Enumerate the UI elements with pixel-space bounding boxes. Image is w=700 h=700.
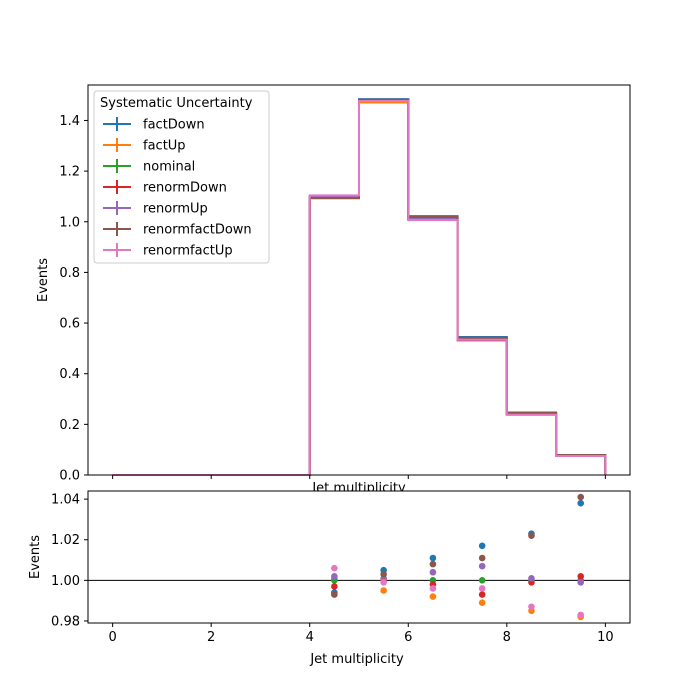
ratio-point-factUp	[478, 599, 486, 606]
ratio-point-renormfactUp	[380, 579, 387, 586]
histogram-axes-frame	[87, 84, 631, 476]
ratio-y-tick-label: 0.98	[51, 614, 80, 629]
ratio-point-renormUp	[331, 572, 338, 580]
ratio-point-renormUp	[478, 562, 486, 570]
ratio-point-renormfactDown	[577, 493, 585, 501]
histogram-y-tick-label: 0.0	[59, 469, 80, 484]
ratio-x-ticks: 0 2 4 6 8 10	[108, 623, 614, 645]
ratio-plot-area	[88, 491, 630, 623]
legend: Systematic Uncertainty factDown factUp nom…	[93, 90, 270, 264]
ratio-point-factDown	[478, 542, 486, 550]
ratio-y-tick-label: 1.00	[51, 574, 80, 589]
ratio-x-tick-label: 10	[597, 630, 614, 645]
histogram-y-tick-label: 0.2	[59, 418, 80, 433]
ratio-point-renormUp	[577, 579, 585, 586]
legend-box	[93, 90, 270, 264]
ratio-point-renormfactUp	[577, 611, 585, 619]
ratio-y-ticks: 0.98 1.00 1.02 1.04	[51, 493, 88, 629]
legend-label-renormUp: renormUp	[143, 202, 208, 217]
ratio-point-factUp	[429, 593, 437, 600]
ratio-x-axis-label: Jet multiplicity	[309, 652, 404, 667]
ratio-point-renormfactUp	[528, 603, 535, 611]
ratio-point-renormDown	[331, 583, 338, 590]
ratio-point-renormfactDown	[331, 591, 338, 598]
ratio-point-nominal	[478, 577, 486, 584]
ratio-y-axis-label: Events	[28, 535, 43, 579]
ratio-y-tick-label: 1.02	[51, 533, 80, 548]
legend-title: Systematic Uncertainty	[100, 96, 253, 111]
histogram-y-tick-label: 0.6	[59, 317, 80, 332]
legend-label-renormfactDown: renormfactDown	[143, 223, 252, 238]
ratio-point-renormfactUp	[429, 585, 437, 592]
ratio-x-tick-label: 4	[306, 630, 314, 645]
histogram-y-tick-label: 1.2	[59, 165, 80, 180]
histogram-y-axis-label: Events	[36, 258, 51, 302]
ratio-panel: 0 2 4 6 8 10 0.98 1.00 1.02 1.04 Jet multiplicit…	[28, 490, 631, 667]
ratio-point-factDown	[429, 554, 437, 562]
legend-label-factDown: factDown	[143, 118, 205, 133]
ratio-points-group	[331, 493, 585, 621]
histogram-y-tick-label: 0.8	[59, 266, 80, 281]
ratio-point-renormfactDown	[429, 560, 437, 568]
ratio-point-factUp	[380, 587, 387, 594]
ratio-point-renormfactDown	[380, 570, 387, 578]
histogram-panel: 0.00.20.40.60.81.01.21.4 Jet multiplicit…	[36, 84, 631, 496]
legend-label-renormDown: renormDown	[143, 181, 227, 196]
histogram-x-ticks	[112, 475, 606, 479]
ratio-axes-frame	[87, 490, 631, 624]
ratio-point-renormfactDown	[528, 532, 535, 539]
ratio-x-tick-label: 0	[108, 630, 116, 645]
ratio-point-renormUp	[528, 575, 535, 582]
ratio-y-tick-label: 1.04	[51, 493, 80, 508]
legend-label-nominal: nominal	[143, 160, 195, 175]
ratio-x-tick-label: 2	[207, 630, 215, 645]
histogram-y-tick-label: 1.4	[59, 114, 80, 129]
ratio-point-renormUp	[429, 568, 437, 576]
legend-entries: factDown factUp nominal renormDown renormUp r…	[103, 117, 252, 259]
ratio-x-tick-label: 6	[404, 630, 412, 645]
histogram-y-tick-label: 0.4	[59, 367, 80, 382]
ratio-point-renormfactDown	[478, 554, 486, 562]
ratio-point-renormfactUp	[478, 585, 486, 592]
ratio-point-renormDown	[577, 572, 585, 580]
legend-label-renormfactUp: renormfactUp	[143, 244, 233, 259]
legend-label-factUp: factUp	[143, 139, 186, 154]
histogram-y-tick-label: 1.0	[59, 215, 80, 230]
ratio-point-factDown	[577, 499, 585, 507]
ratio-point-renormDown	[478, 591, 486, 598]
ratio-x-tick-label: 8	[503, 630, 511, 645]
histogram-y-ticks: 0.0 0.2 0.4 0.6 0.8 1.0 1.2 1.4	[59, 114, 88, 484]
ratio-point-renormfactUp	[331, 564, 338, 572]
